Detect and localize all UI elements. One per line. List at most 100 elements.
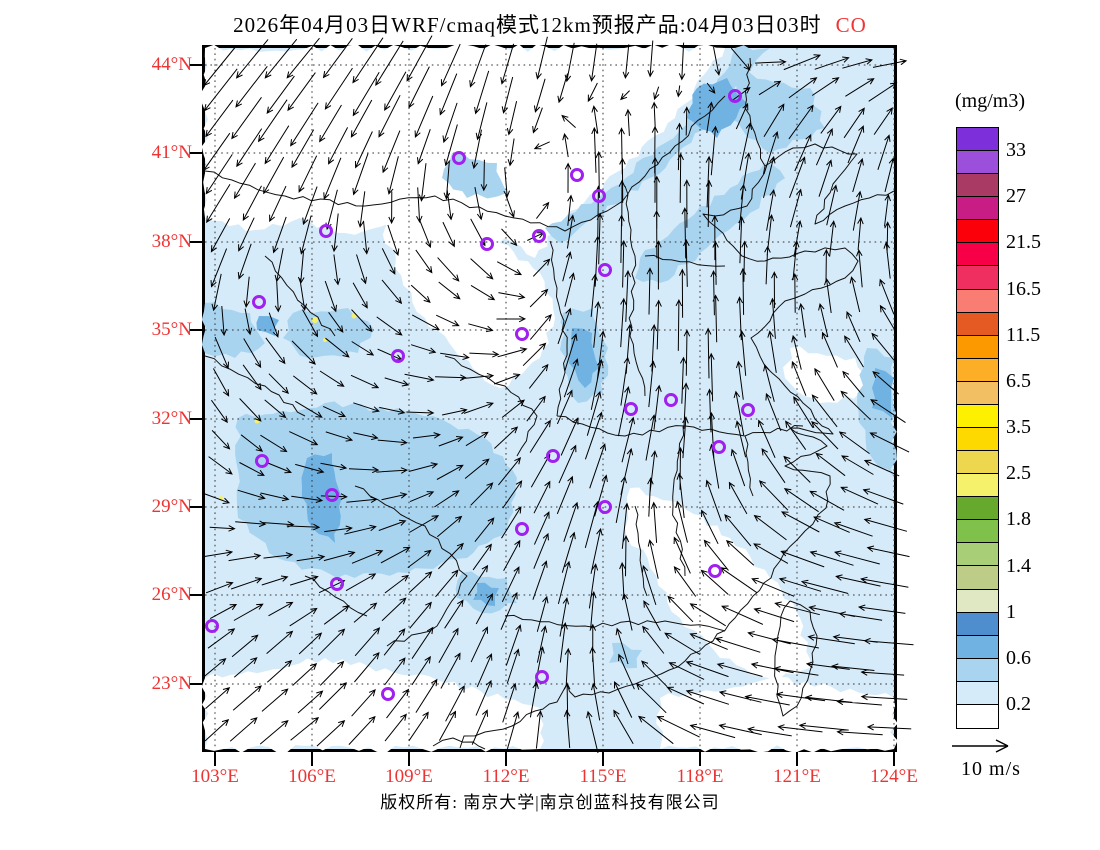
colorbar-tick-label: 16.5 xyxy=(1006,277,1041,300)
city-marker xyxy=(480,237,494,251)
mid-concentration-region xyxy=(635,163,785,283)
colorbar-tick-label: 3.5 xyxy=(1006,416,1031,439)
colorbar-cell xyxy=(957,428,998,452)
city-marker xyxy=(515,522,529,536)
colorbar-cell xyxy=(957,704,998,729)
lat-axis-label: 44°N xyxy=(151,54,192,75)
city-marker xyxy=(712,440,726,454)
lat-axis-label: 32°N xyxy=(151,408,192,429)
lon-axis-label: 106°E xyxy=(288,766,336,787)
colorbar-tick-label: 6.5 xyxy=(1006,369,1031,392)
colorbar-units-label: (mg/m3) xyxy=(955,90,1025,112)
axis-tick-marks xyxy=(189,64,895,766)
colorbar-cell xyxy=(957,243,998,267)
lat-axis-label: 23°N xyxy=(151,673,192,694)
low-concentration-region xyxy=(380,206,555,388)
lon-axis-label: 109°E xyxy=(385,766,433,787)
city-marker xyxy=(535,670,549,684)
low-concentration-region xyxy=(201,658,544,753)
city-marker xyxy=(391,349,405,363)
mid-concentration-region xyxy=(235,401,517,578)
low-concentration-region xyxy=(656,676,898,753)
colorbar-tick-label: 2.5 xyxy=(1006,462,1031,485)
city-marker xyxy=(708,564,722,578)
map-area xyxy=(189,35,914,766)
colorbar-cell xyxy=(957,335,998,359)
high-concentration-spot xyxy=(872,368,894,418)
colorbar-cell xyxy=(957,404,998,429)
colorbar-cell xyxy=(957,220,998,244)
wind-scale-arrow-icon xyxy=(952,739,1009,753)
lon-axis-label: 124°E xyxy=(870,766,918,787)
colorbar xyxy=(956,127,999,730)
colorbar-cell xyxy=(957,635,998,659)
colorbar-tick-label: 0.2 xyxy=(1006,693,1031,715)
colorbar-cell xyxy=(957,312,998,336)
colorbar-cell xyxy=(957,612,998,636)
lat-axis-label: 41°N xyxy=(151,142,192,163)
colorbar-cell xyxy=(957,497,998,521)
colorbar-cell xyxy=(957,266,998,290)
colorbar-cell xyxy=(957,566,998,590)
city-marker xyxy=(546,449,560,463)
city-marker xyxy=(624,402,638,416)
colorbar-cell xyxy=(957,520,998,544)
city-marker xyxy=(728,89,742,103)
city-marker xyxy=(598,500,612,514)
colorbar-tick-label: 1.8 xyxy=(1006,508,1031,531)
colorbar-cell xyxy=(957,174,998,198)
colorbar-tick-label: 33 xyxy=(1006,139,1026,162)
wind-scale-label: 10 m/s xyxy=(961,758,1021,780)
colorbar-cell xyxy=(957,128,998,152)
city-marker xyxy=(205,619,219,633)
colorbar-tick-label: 1.4 xyxy=(1006,554,1031,577)
page-title: 2026年04月03日WRF/cmaq模式12km预报产品:04月03日03时 C… xyxy=(0,9,1100,39)
colorbar-tick-label: 21.5 xyxy=(1006,231,1041,254)
lon-axis-label: 121°E xyxy=(773,766,821,787)
colorbar-cell xyxy=(957,151,998,175)
city-marker xyxy=(515,327,529,341)
wind-vector-arrows xyxy=(201,35,914,754)
city-marker xyxy=(255,454,269,468)
colorbar-cell xyxy=(957,381,998,405)
title-species: CO xyxy=(835,13,867,37)
lon-axis-label: 103°E xyxy=(191,766,239,787)
forecast-map-canvas xyxy=(189,35,914,766)
colorbar-cell xyxy=(957,289,998,313)
city-marker xyxy=(592,189,606,203)
lat-axis-label: 29°N xyxy=(151,496,192,517)
lat-axis-label: 38°N xyxy=(151,231,192,252)
city-marker xyxy=(741,403,755,417)
colorbar-cell xyxy=(957,451,998,475)
high-concentration-spot xyxy=(256,316,279,336)
colorbar-tick-label: 11.5 xyxy=(1006,323,1041,346)
lat-axis-label: 35°N xyxy=(151,319,192,340)
colorbar-cell xyxy=(957,589,998,613)
colorbar-cell xyxy=(957,681,998,705)
colorbar-cell xyxy=(957,358,998,382)
title-text: 2026年04月03日WRF/cmaq模式12km预报产品:04月03日03时 xyxy=(233,13,822,37)
hotspot-dot xyxy=(312,317,318,323)
colorbar-tick-label: 0.6 xyxy=(1006,646,1031,669)
lat-axis-label: 26°N xyxy=(151,584,192,605)
city-marker xyxy=(381,687,395,701)
colorbar-tick-label: 27 xyxy=(1006,185,1026,208)
city-marker xyxy=(664,393,678,407)
low-concentration-region xyxy=(783,346,870,403)
low-concentration-region xyxy=(625,487,810,680)
lon-axis-label: 115°E xyxy=(579,766,627,787)
city-marker xyxy=(319,224,333,238)
city-marker xyxy=(330,577,344,591)
lon-axis-label: 118°E xyxy=(676,766,724,787)
hotspot-dot xyxy=(351,313,357,319)
low-concentration-region xyxy=(201,44,725,258)
city-marker xyxy=(532,229,546,243)
mid-concentration-region xyxy=(283,308,373,358)
lon-axis-label: 112°E xyxy=(482,766,530,787)
city-marker xyxy=(252,295,266,309)
copyright-footer: 版权所有: 南京大学|南京创蓝科技有限公司 xyxy=(380,793,720,812)
colorbar-cell xyxy=(957,658,998,682)
high-concentration-spot xyxy=(569,328,599,388)
city-marker xyxy=(598,263,612,277)
